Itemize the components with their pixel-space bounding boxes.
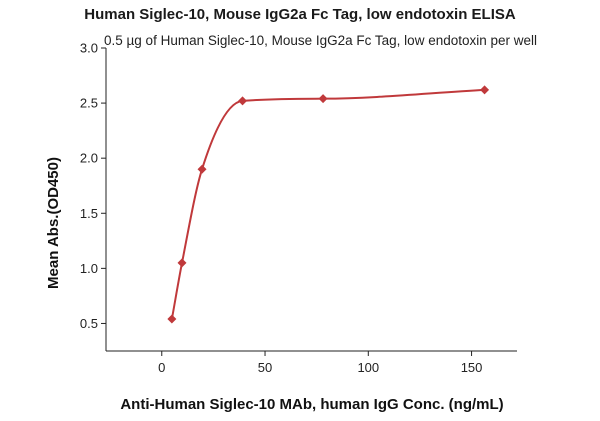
y-tick-label: 0.5 — [80, 316, 98, 331]
y-tick-label: 1.0 — [80, 261, 98, 276]
data-point — [480, 85, 490, 95]
x-ticks: 0 50 100 150 — [158, 351, 482, 375]
data-point — [318, 94, 328, 104]
x-tick-label: 0 — [158, 360, 165, 375]
data-points — [167, 85, 490, 324]
y-tick-label: 3.0 — [80, 41, 98, 56]
chart-title: Human Siglec-10, Mouse IgG2a Fc Tag, low… — [84, 6, 516, 23]
y-tick-label: 2.5 — [80, 96, 98, 111]
y-axis-title: Mean Abs.(OD450) — [45, 157, 62, 289]
chart-subtitle: 0.5 µg of Human Siglec-10, Mouse IgG2a F… — [104, 33, 538, 48]
data-point — [167, 314, 177, 324]
data-point — [177, 258, 187, 268]
y-tick-label: 1.5 — [80, 206, 98, 221]
y-ticks: 0.5 1.0 1.5 2.0 2.5 3.0 — [80, 41, 106, 331]
data-point — [197, 164, 207, 174]
x-axis-title: Anti-Human Siglec-10 MAb, human IgG Conc… — [120, 396, 503, 413]
x-tick-label: 150 — [461, 360, 483, 375]
x-tick-label: 50 — [258, 360, 272, 375]
data-point — [238, 96, 248, 106]
x-tick-label: 100 — [357, 360, 379, 375]
fit-curve — [170, 88, 485, 320]
y-tick-label: 2.0 — [80, 151, 98, 166]
axes — [105, 48, 517, 352]
